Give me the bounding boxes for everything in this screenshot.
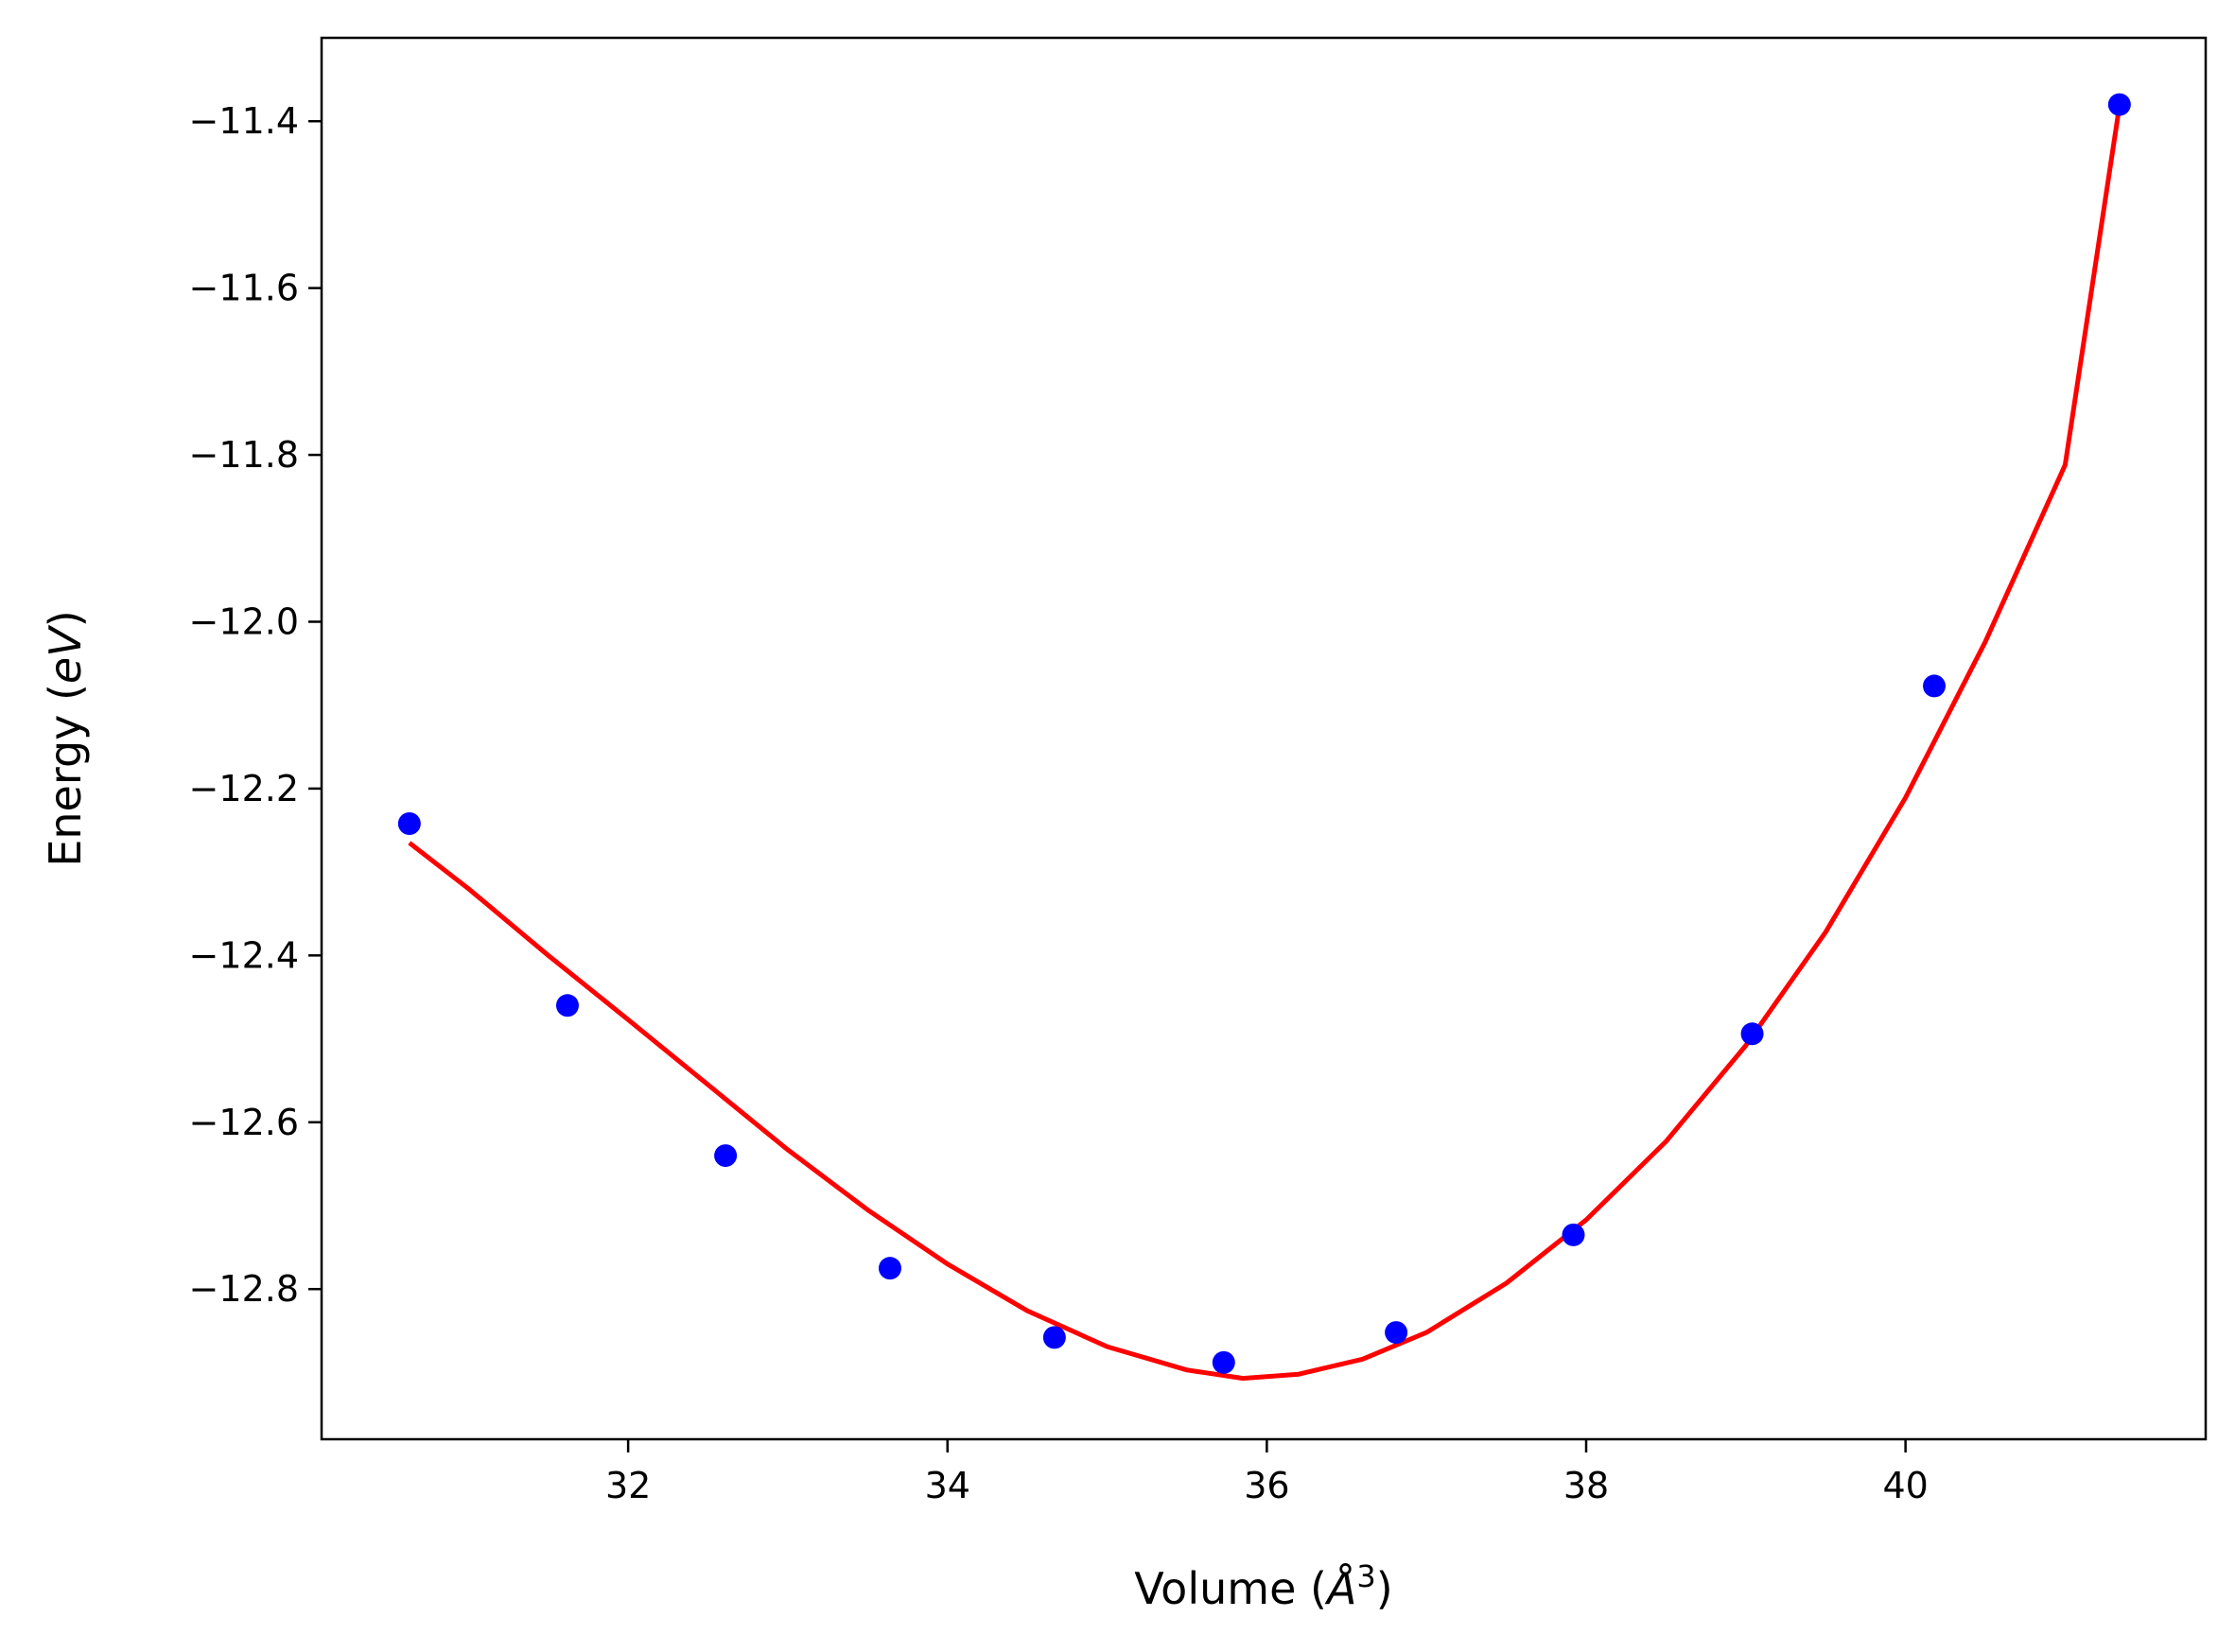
x-tick-label: 34	[925, 1465, 970, 1506]
y-tick-label: −12.8	[189, 1268, 299, 1310]
x-axis-title-prefix: Volume (	[1134, 1563, 1327, 1614]
x-tick-label: 38	[1563, 1465, 1609, 1506]
x-tick-label: 40	[1882, 1465, 1928, 1506]
fit-curve	[408, 105, 2122, 1382]
data-point	[1385, 1321, 1408, 1345]
y-axis-ticks: −11.4 −11.6 −11.8 −12.0 −12.2 −12.4 −12.6 −12.8	[189, 100, 322, 1310]
x-axis-ticks: 32 34 36 38 40	[605, 1439, 1929, 1506]
x-axis-title-superscript: 3	[1356, 1558, 1375, 1594]
y-axis-title-italic: eV	[40, 624, 91, 684]
data-point	[878, 1257, 901, 1280]
data-point	[714, 1144, 738, 1168]
data-point	[1923, 674, 1947, 698]
y-axis-title: Energy (eV)	[40, 610, 91, 866]
x-axis-title-symbol: Å	[1324, 1563, 1356, 1614]
y-axis-title-prefix: Energy (	[40, 684, 91, 867]
data-point	[1042, 1326, 1066, 1349]
x-axis-title-suffix: )	[1376, 1563, 1393, 1614]
y-tick-label: −11.4	[189, 100, 299, 142]
data-point	[2107, 93, 2131, 116]
fit-curve-layer	[408, 105, 2122, 1382]
y-tick-label: −12.6	[189, 1102, 299, 1143]
x-tick-label: 32	[605, 1465, 651, 1506]
x-tick-label: 36	[1244, 1465, 1289, 1506]
plot-frame	[320, 36, 2208, 1441]
y-tick-label: −12.2	[189, 768, 299, 809]
y-axis-title-suffix: )	[40, 610, 91, 627]
data-point	[1562, 1223, 1585, 1246]
y-tick-label: −11.6	[189, 268, 299, 309]
data-point	[1740, 1022, 1764, 1046]
data-point	[1212, 1350, 1235, 1374]
data-points-layer	[397, 93, 2131, 1374]
y-tick-label: −12.0	[189, 601, 299, 643]
y-tick-label: −12.4	[189, 934, 299, 976]
y-tick-label: −11.8	[189, 434, 299, 476]
x-axis-title: Volume (Å3)	[1134, 1558, 1392, 1614]
data-point	[555, 994, 579, 1017]
data-point	[397, 811, 421, 835]
